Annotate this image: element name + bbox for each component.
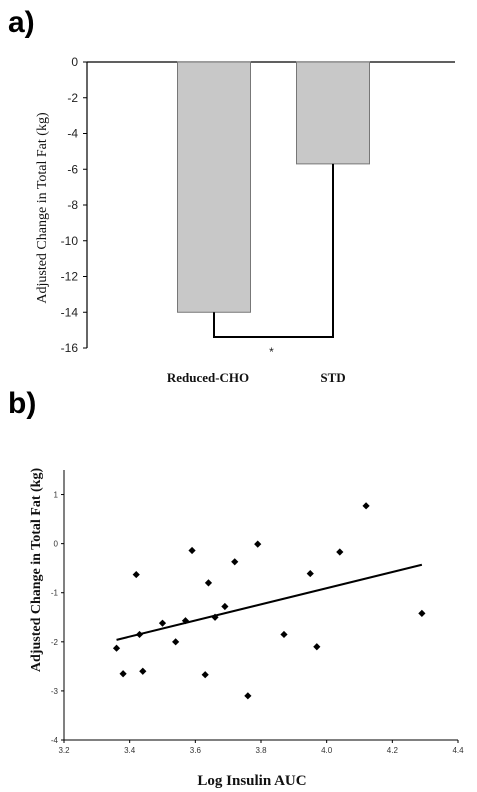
scatter-y-tick-label: -3 <box>51 687 59 696</box>
scatter-chart: 1 0 -1 -2 -3 -43.2 3.4 3.6 3.8 4.0 4.2 4.4 Adjusted… <box>29 468 464 789</box>
bar-chart-y-tick-label: -12 <box>61 270 79 284</box>
scatter-point <box>244 692 252 700</box>
scatter-point <box>362 502 370 510</box>
scatter-point <box>139 667 147 675</box>
scatter-x-tick-label: 4.4 <box>452 746 464 755</box>
scatter-point <box>306 569 314 578</box>
panel-a-label: a) <box>8 6 35 39</box>
bar-chart-y-tick-label: -8 <box>67 198 78 212</box>
scatter-chart-ylabel: Adjusted Change in Total Fat (kg) <box>29 468 44 673</box>
bar-chart-y-tick-label: -14 <box>61 305 79 319</box>
panel-b: b) 1 0 -1 -2 -3 -4 3.2 3.4 3.6 3.8 4.0 4.2 4.4 Adjus… <box>0 385 477 792</box>
scatter-point <box>231 558 239 566</box>
scatter-point <box>204 579 213 587</box>
bar-chart-y-tick-label: -4 <box>67 127 78 141</box>
scatter-point <box>280 630 288 639</box>
scatter-x-tick-label: 3.6 <box>190 746 202 755</box>
scatter-y-tick-label: -4 <box>51 736 59 745</box>
significance-bracket <box>213 163 334 338</box>
scatter-point <box>313 643 321 651</box>
scatter-y-tick-label: -1 <box>51 589 59 598</box>
scatter-point <box>418 609 426 617</box>
bar-chart-y-tick-label: -16 <box>61 341 79 355</box>
bar-chart-ylabel: Adjusted Change in Total Fat (kg) <box>35 112 50 304</box>
bar <box>296 61 370 165</box>
scatter-chart-xlabel: Log Insulin AUC <box>197 773 306 789</box>
scatter-x-tick-label: 3.2 <box>58 746 70 755</box>
significance-marker: * <box>269 345 274 359</box>
scatter-point <box>119 670 127 678</box>
bar-chart: 0 -2 -4 -6 -8 -10 -12 -14 -16 Reduced-CHO STD * A… <box>35 55 455 385</box>
bar <box>177 61 251 313</box>
scatter-point <box>132 570 140 579</box>
bar-chart-y-tick-label: -10 <box>61 234 79 248</box>
panel-a: a) 0 -2 -4 -6 -8 -10 -12 -14 -16 Reduced-CHO STD … <box>0 0 477 385</box>
scatter-y-tick-label: 0 <box>54 540 59 549</box>
bar-chart-category-label: STD <box>320 370 345 385</box>
scatter-point <box>221 602 229 611</box>
scatter-y-tick-label: -2 <box>51 638 59 647</box>
trend-line <box>116 563 423 641</box>
scatter-point <box>172 638 180 646</box>
bar-chart-y-tick-label: -2 <box>67 91 78 105</box>
scatter-x-tick-label: 3.4 <box>124 746 136 755</box>
scatter-point <box>336 548 344 556</box>
bar-chart-category-label: Reduced-CHO <box>167 370 249 385</box>
bar-chart-y-tick-label: 0 <box>71 55 78 69</box>
scatter-point <box>201 671 209 679</box>
scatter-x-tick-label: 4.0 <box>321 746 333 755</box>
scatter-y-tick-label: 1 <box>54 491 59 500</box>
scatter-x-tick-label: 4.2 <box>387 746 399 755</box>
scatter-point <box>188 546 196 555</box>
scatter-x-tick-label: 3.8 <box>255 746 267 755</box>
scatter-point <box>158 619 167 627</box>
scatter-point <box>112 644 121 652</box>
bar-chart-y-tick-label: -6 <box>67 162 78 176</box>
scatter-point <box>254 540 262 548</box>
panel-b-label: b) <box>8 387 37 420</box>
